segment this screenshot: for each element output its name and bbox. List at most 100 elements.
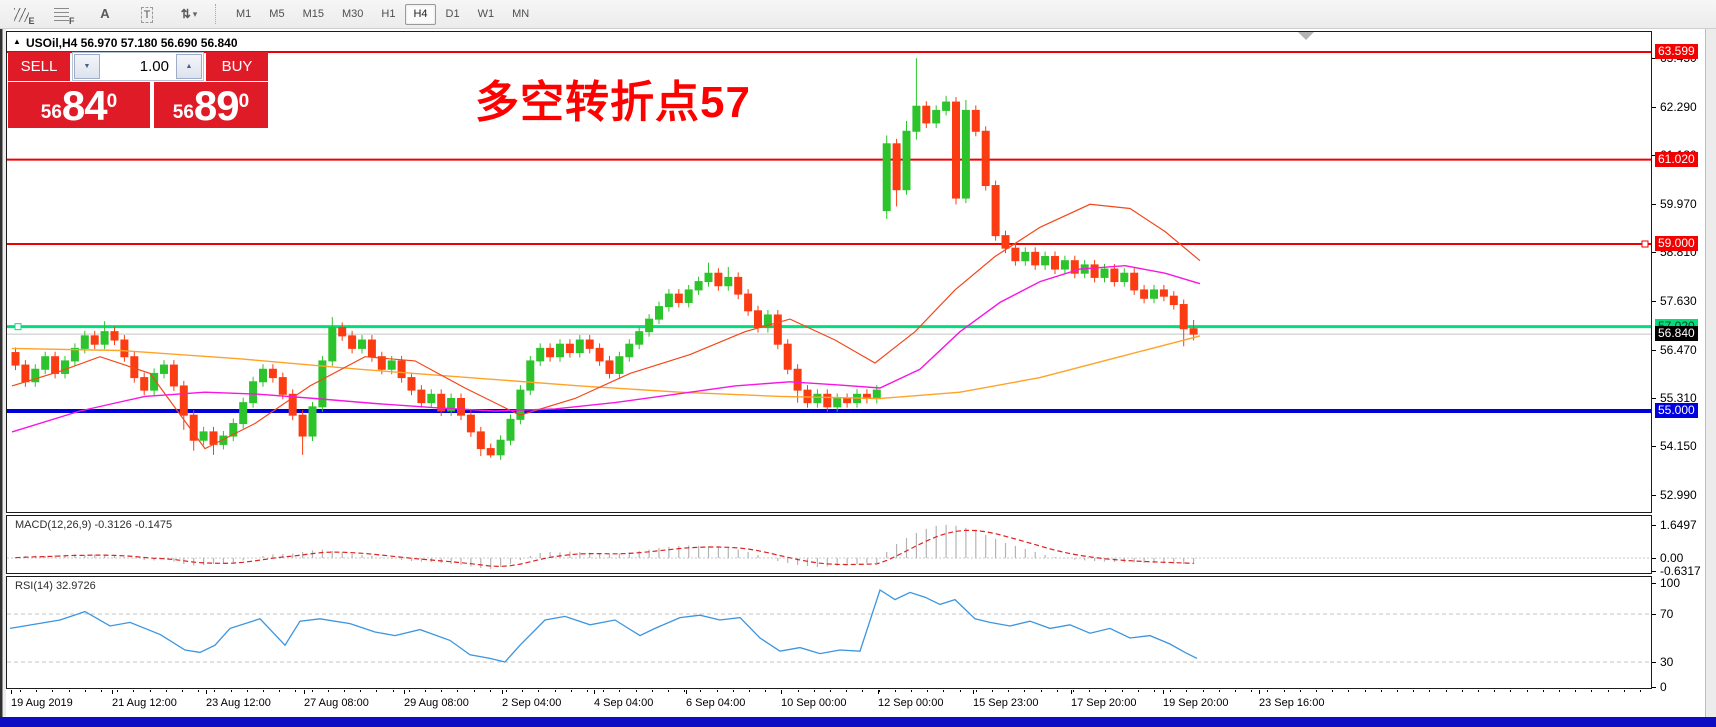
time-label: 23 Aug 12:00 xyxy=(206,697,271,709)
equidistant-channel-tool-button[interactable]: E xyxy=(6,3,36,26)
timeframe-H1-button[interactable]: H1 xyxy=(381,7,396,20)
arrows-tool-button[interactable]: ⇅ ▾ xyxy=(174,3,204,25)
time-minor-tick xyxy=(1429,690,1430,692)
time-minor-tick xyxy=(1413,690,1414,692)
time-tick xyxy=(781,690,782,694)
macd-panel[interactable]: MACD(12,26,9) -0.3126 -0.1475 xyxy=(6,515,1652,574)
line-handle[interactable] xyxy=(14,323,22,331)
rsi-panel[interactable]: RSI(14) 32.9726 xyxy=(6,576,1652,689)
rsi-axis-tick xyxy=(1652,614,1656,615)
time-minor-tick xyxy=(1510,690,1511,692)
candlesticks xyxy=(11,58,1198,460)
ma-orange[interactable] xyxy=(11,335,1201,400)
horizontal-lines xyxy=(7,50,1651,413)
axis-tick xyxy=(1652,58,1656,60)
fibonacci-tool-button[interactable]: F xyxy=(46,3,76,26)
time-minor-tick xyxy=(457,690,458,692)
axis-tick xyxy=(1652,155,1656,157)
time-minor-tick xyxy=(20,690,21,692)
volume-decrease-button[interactable]: ▼ xyxy=(74,54,100,79)
time-label: 15 Sep 23:00 xyxy=(973,697,1039,709)
timeframe-W1-button[interactable]: W1 xyxy=(477,7,495,20)
axis-tick xyxy=(1652,203,1656,205)
time-minor-tick xyxy=(312,690,313,692)
time-minor-tick xyxy=(344,690,345,692)
timeframe-M15-button[interactable]: M15 xyxy=(302,7,324,20)
time-label: 12 Sep 00:00 xyxy=(878,697,944,709)
time-minor-tick xyxy=(862,690,863,692)
time-minor-tick xyxy=(1397,690,1398,692)
scroll-to-end-icon[interactable] xyxy=(1298,32,1314,40)
window-bottom-bar xyxy=(0,717,1716,727)
rsi-label: RSI(14) 32.9726 xyxy=(15,580,96,592)
rsi-canvas[interactable] xyxy=(7,577,1651,688)
macd-axis-tick xyxy=(1652,524,1656,526)
window-left-edge xyxy=(0,29,6,717)
timeframe-M1-button[interactable]: M1 xyxy=(236,7,252,20)
time-minor-tick xyxy=(1494,690,1495,692)
rsi-axis-label: 0 xyxy=(1660,680,1667,694)
chevron-down-icon[interactable]: ▾ xyxy=(192,9,198,19)
time-minor-tick xyxy=(36,690,37,692)
time-minor-tick xyxy=(1575,690,1576,692)
time-minor-tick xyxy=(101,690,102,692)
text-tool-button[interactable]: A xyxy=(90,3,120,25)
time-minor-tick xyxy=(976,690,977,692)
time-minor-tick xyxy=(781,690,782,692)
time-minor-tick xyxy=(198,690,199,692)
macd-canvas[interactable] xyxy=(7,516,1651,573)
time-label: 29 Aug 08:00 xyxy=(404,697,469,709)
time-minor-tick xyxy=(1122,690,1123,692)
line-handle[interactable] xyxy=(1641,240,1649,248)
buy-price-display[interactable]: 56 89 0 xyxy=(154,82,268,128)
price-tick-label: 55.310 xyxy=(1660,391,1697,406)
time-label: 27 Aug 08:00 xyxy=(304,697,369,709)
time-tick xyxy=(404,690,405,694)
symbol-ohlc-line: USOil,H4 56.970 57.180 56.690 56.840 xyxy=(26,36,238,50)
time-minor-tick xyxy=(69,690,70,692)
time-minor-tick xyxy=(700,690,701,692)
time-tick xyxy=(973,690,974,694)
timeframe-MN-button[interactable]: MN xyxy=(512,7,530,20)
main-chart-canvas[interactable] xyxy=(7,32,1651,512)
chart-annotation-text[interactable]: 多空转折点57 xyxy=(475,78,751,127)
time-minor-tick xyxy=(182,690,183,692)
volume-spinner: ▼ 1.00 ▲ xyxy=(72,52,204,81)
time-label: 2 Sep 04:00 xyxy=(502,697,562,709)
buy-button[interactable]: BUY xyxy=(206,52,268,81)
text-label-tool-button[interactable]: T xyxy=(132,3,162,25)
time-minor-tick xyxy=(636,690,637,692)
volume-input[interactable]: 1.00 xyxy=(139,58,169,75)
time-axis[interactable]: 19 Aug 2019 21 Aug 12:00 23 Aug 12:00 27 Au… xyxy=(6,690,1652,717)
toolbar: E F A T ⇅ ▾ M1 M5 M15 M30 H1 H4 D1 W1 MN xyxy=(0,0,1716,29)
sell-price-sup: 0 xyxy=(106,91,118,112)
time-minor-tick xyxy=(133,690,134,692)
rsi-axis-tick xyxy=(1652,662,1656,663)
time-minor-tick xyxy=(1381,690,1382,692)
rsi-line xyxy=(9,588,1198,663)
price-axis[interactable]: 63.45062.29061.13059.97058.81057.63056.4… xyxy=(1652,31,1704,694)
vertical-scrollbar[interactable] xyxy=(1705,29,1716,717)
ma-magenta[interactable] xyxy=(11,264,1201,433)
timeframe-M5-button[interactable]: M5 xyxy=(269,7,285,20)
timeframe-H4-button[interactable]: H4 xyxy=(405,3,436,25)
sell-price-display[interactable]: 56 84 0 xyxy=(8,82,150,128)
time-minor-tick xyxy=(765,690,766,692)
time-minor-tick xyxy=(1348,690,1349,692)
time-minor-tick xyxy=(1170,690,1171,692)
sell-button[interactable]: SELL xyxy=(8,52,70,81)
time-tick xyxy=(502,690,503,694)
equidistant-channel-icon: E xyxy=(13,8,35,26)
time-label: 6 Sep 04:00 xyxy=(686,697,746,709)
text-tool-icon: A xyxy=(100,6,110,21)
timeframe-D1-button[interactable]: D1 xyxy=(445,7,460,20)
rsi-axis-tick xyxy=(1652,583,1656,584)
time-tick xyxy=(1163,690,1164,694)
time-minor-tick xyxy=(1203,690,1204,692)
macd-axis-label: -0.6317 xyxy=(1660,563,1701,578)
ma-red[interactable] xyxy=(11,203,1201,450)
main-chart-panel[interactable] xyxy=(6,31,1652,513)
time-tick xyxy=(878,690,879,694)
timeframe-M30-button[interactable]: M30 xyxy=(341,7,364,20)
volume-increase-button[interactable]: ▲ xyxy=(176,54,202,79)
